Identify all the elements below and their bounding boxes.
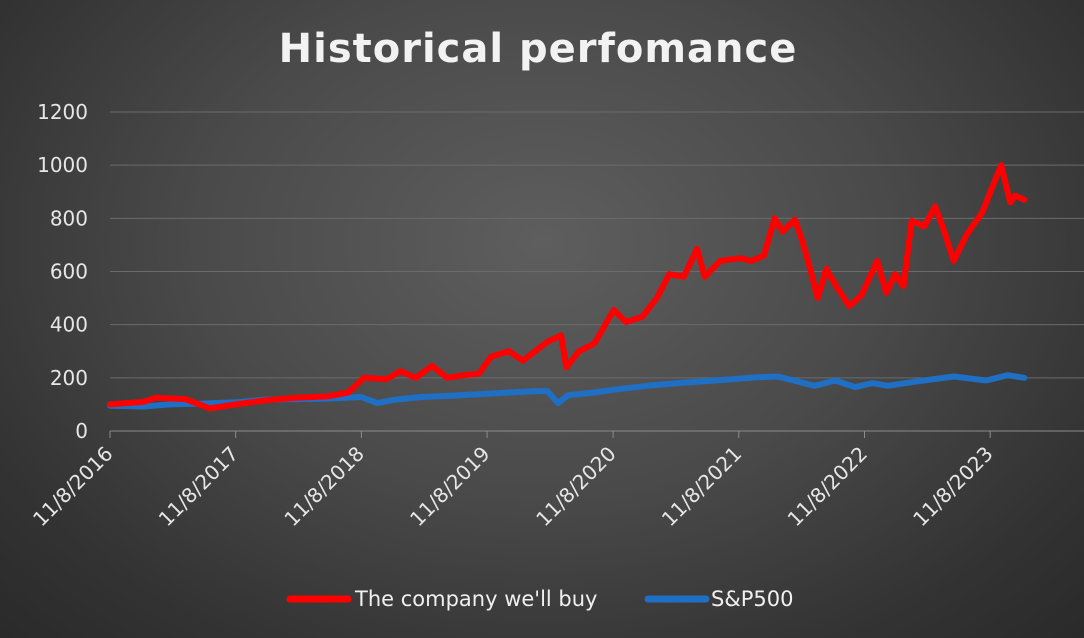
- x-tick-label: 11/8/2017: [154, 442, 243, 531]
- y-axis-ticks: 0 200 400 600 800 1000 1200: [37, 100, 88, 443]
- y-tick-label: 800: [50, 206, 88, 230]
- x-tick-label: 11/8/2019: [405, 442, 494, 531]
- y-tick-label: 200: [50, 366, 88, 390]
- legend-label: S&P500: [711, 587, 793, 611]
- chart-title: Historical perfomance: [279, 26, 798, 72]
- y-tick-label: 1000: [37, 153, 88, 177]
- x-tick-label: 11/8/2022: [783, 442, 872, 531]
- legend: The company we'll buy S&P500: [286, 587, 793, 611]
- gridlines: [110, 111, 1084, 432]
- series-line-company: [107, 162, 1028, 412]
- x-tick-label: 11/8/2023: [908, 442, 997, 531]
- legend-label: The company we'll buy: [354, 587, 597, 611]
- y-tick-label: 400: [50, 313, 88, 337]
- x-tick-label: 11/8/2016: [28, 442, 117, 531]
- series-lines: [107, 162, 1028, 412]
- y-tick-label: 600: [50, 260, 88, 284]
- x-tick-label: 11/8/2021: [657, 442, 746, 531]
- y-tick-label: 0: [75, 419, 88, 443]
- y-tick-label: 1200: [37, 100, 88, 124]
- x-tick-label: 11/8/2018: [279, 442, 368, 531]
- x-tick-label: 11/8/2020: [531, 442, 620, 531]
- x-axis-ticks: 11/8/2016 11/8/2017 11/8/2018 11/8/2019 11/8…: [28, 431, 998, 531]
